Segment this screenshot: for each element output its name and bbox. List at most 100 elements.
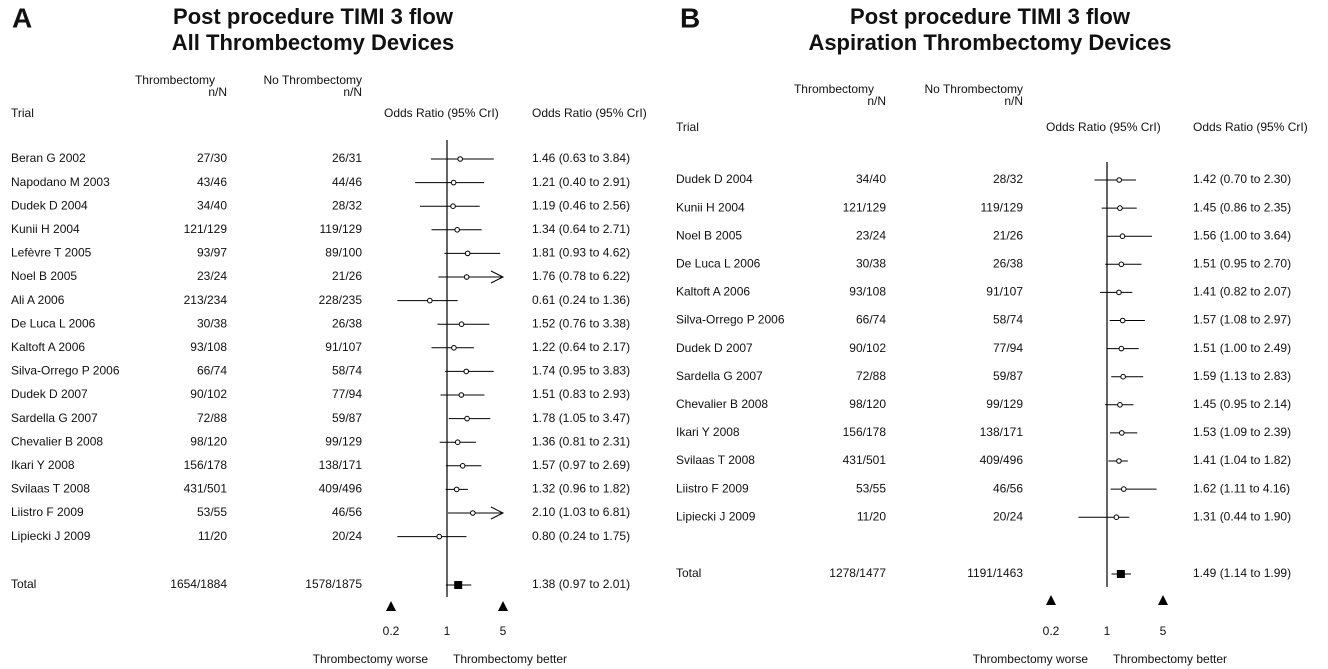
estimate-label: 1.46 (0.63 to 3.84) bbox=[532, 151, 630, 165]
direction-marker bbox=[498, 601, 508, 611]
control-count: 21/26 bbox=[332, 269, 362, 283]
total-control: 1191/1463 bbox=[967, 566, 1023, 580]
odds-ratio-point bbox=[464, 250, 471, 257]
treatment-count: 156/178 bbox=[843, 425, 887, 439]
treatment-count: 11/20 bbox=[198, 529, 227, 543]
estimate-label: 1.76 (0.78 to 6.22) bbox=[532, 269, 630, 283]
trial-name: Ikari Y 2008 bbox=[11, 458, 75, 472]
odds-ratio-point bbox=[1119, 317, 1126, 324]
estimate-label: 2.10 (1.03 to 6.81) bbox=[532, 505, 630, 519]
panel-label: B bbox=[680, 2, 700, 33]
trial-name: Noel B 2005 bbox=[11, 269, 77, 283]
odds-ratio-point bbox=[1116, 458, 1122, 464]
treatment-count: 156/178 bbox=[184, 458, 228, 472]
total-name: Total bbox=[676, 566, 701, 580]
treatment-count: 23/24 bbox=[856, 228, 886, 242]
trial-name: Dudek D 2007 bbox=[11, 387, 88, 401]
odds-ratio-point bbox=[458, 321, 465, 328]
estimate-label: 1.81 (0.93 to 4.62) bbox=[532, 246, 630, 260]
column-header: Thrombectomy bbox=[794, 82, 874, 96]
column-header: n/N bbox=[343, 85, 362, 99]
treatment-count: 66/74 bbox=[197, 364, 227, 378]
column-header: No Thrombectomy bbox=[925, 82, 1023, 96]
control-count: 28/32 bbox=[993, 172, 1023, 186]
odds-ratio-point bbox=[450, 179, 457, 186]
treatment-count: 34/40 bbox=[197, 198, 227, 212]
treatment-count: 93/97 bbox=[197, 246, 227, 260]
chart-subtitle: Aspiration Thrombectomy Devices bbox=[808, 30, 1171, 55]
estimate-label: 1.19 (0.46 to 2.56) bbox=[532, 198, 630, 212]
odds-ratio-point bbox=[463, 368, 470, 375]
control-count: 20/24 bbox=[332, 529, 362, 543]
odds-ratio-point bbox=[454, 227, 460, 233]
control-count: 77/94 bbox=[332, 387, 362, 401]
odds-ratio-point bbox=[1116, 289, 1122, 296]
treatment-count: 11/20 bbox=[857, 509, 886, 523]
control-count: 99/129 bbox=[325, 434, 362, 448]
control-count: 44/46 bbox=[332, 175, 362, 189]
estimate-label: 1.41 (1.04 to 1.82) bbox=[1193, 453, 1291, 467]
treatment-count: 213/234 bbox=[184, 293, 228, 307]
column-header: Thrombectomy bbox=[135, 73, 215, 87]
x-tick-label: 5 bbox=[500, 624, 507, 638]
trial-name: Svilaas T 2008 bbox=[676, 453, 755, 467]
treatment-count: 121/129 bbox=[184, 222, 228, 236]
chart-title: Post procedure TIMI 3 flow bbox=[850, 4, 1131, 29]
treatment-count: 90/102 bbox=[190, 387, 227, 401]
total-treatment: 1654/1884 bbox=[170, 577, 227, 591]
estimate-label: 1.51 (1.00 to 2.49) bbox=[1193, 341, 1291, 355]
control-count: 138/171 bbox=[319, 458, 363, 472]
odds-ratio-point bbox=[459, 463, 466, 469]
total-odds-ratio bbox=[454, 581, 463, 589]
treatment-count: 93/108 bbox=[849, 285, 886, 299]
trial-name: Svilaas T 2008 bbox=[11, 482, 90, 496]
treatment-count: 23/24 bbox=[197, 269, 227, 283]
estimate-label: 1.52 (0.76 to 3.38) bbox=[532, 316, 630, 330]
panel-label: A bbox=[12, 2, 32, 33]
x-tick-label: 0.2 bbox=[383, 624, 400, 638]
treatment-count: 53/55 bbox=[197, 505, 227, 519]
control-count: 58/74 bbox=[332, 364, 362, 378]
trial-name: Lipiecki J 2009 bbox=[11, 529, 91, 543]
treatment-count: 34/40 bbox=[856, 172, 886, 186]
trial-name: Sardella G 2007 bbox=[11, 411, 98, 425]
odds-ratio-point bbox=[453, 486, 460, 493]
ci-arrow bbox=[490, 270, 505, 284]
chart-title: Post procedure TIMI 3 flow bbox=[173, 4, 454, 29]
estimate-label: 1.51 (0.95 to 2.70) bbox=[1193, 256, 1291, 270]
estimate-label: 1.34 (0.64 to 2.71) bbox=[532, 222, 630, 236]
x-label-left: Thrombectomy worse bbox=[973, 652, 1089, 666]
trial-name: Dudek D 2004 bbox=[11, 198, 88, 212]
column-header: n/N bbox=[208, 85, 227, 99]
trial-name: Chevalier B 2008 bbox=[11, 434, 103, 448]
odds-ratio-point bbox=[1120, 373, 1126, 380]
control-count: 59/87 bbox=[993, 369, 1023, 383]
control-count: 20/24 bbox=[993, 509, 1023, 523]
odds-ratio-point bbox=[458, 392, 465, 398]
estimate-label: 1.74 (0.95 to 3.83) bbox=[532, 364, 630, 378]
estimate-label: 1.51 (0.83 to 2.93) bbox=[532, 387, 630, 401]
control-count: 409/496 bbox=[980, 453, 1024, 467]
trial-name: Beran G 2002 bbox=[11, 151, 86, 165]
treatment-count: 72/88 bbox=[197, 411, 227, 425]
estimate-label: 1.56 (1.00 to 3.64) bbox=[1193, 228, 1291, 242]
odds-ratio-point bbox=[451, 345, 457, 351]
estimate-label: 1.22 (0.64 to 2.17) bbox=[532, 340, 630, 354]
estimate-label: 0.61 (0.24 to 1.36) bbox=[532, 293, 630, 307]
estimate-label: 1.31 (0.44 to 1.90) bbox=[1193, 509, 1291, 523]
ci-arrow bbox=[490, 506, 505, 520]
odds-ratio-point bbox=[470, 510, 476, 516]
trial-name: Noel B 2005 bbox=[676, 228, 742, 242]
x-tick-label: 5 bbox=[1160, 624, 1167, 638]
column-header: Trial bbox=[676, 120, 699, 134]
control-count: 89/100 bbox=[325, 246, 362, 260]
control-count: 26/38 bbox=[332, 316, 362, 330]
odds-ratio-point bbox=[1119, 233, 1126, 239]
estimate-label: 1.21 (0.40 to 2.91) bbox=[532, 175, 630, 189]
odds-ratio-point bbox=[1116, 177, 1123, 183]
column-header: Trial bbox=[11, 106, 34, 120]
treatment-count: 93/108 bbox=[190, 340, 227, 354]
x-label-left: Thrombectomy worse bbox=[313, 652, 429, 666]
treatment-count: 98/120 bbox=[190, 434, 227, 448]
